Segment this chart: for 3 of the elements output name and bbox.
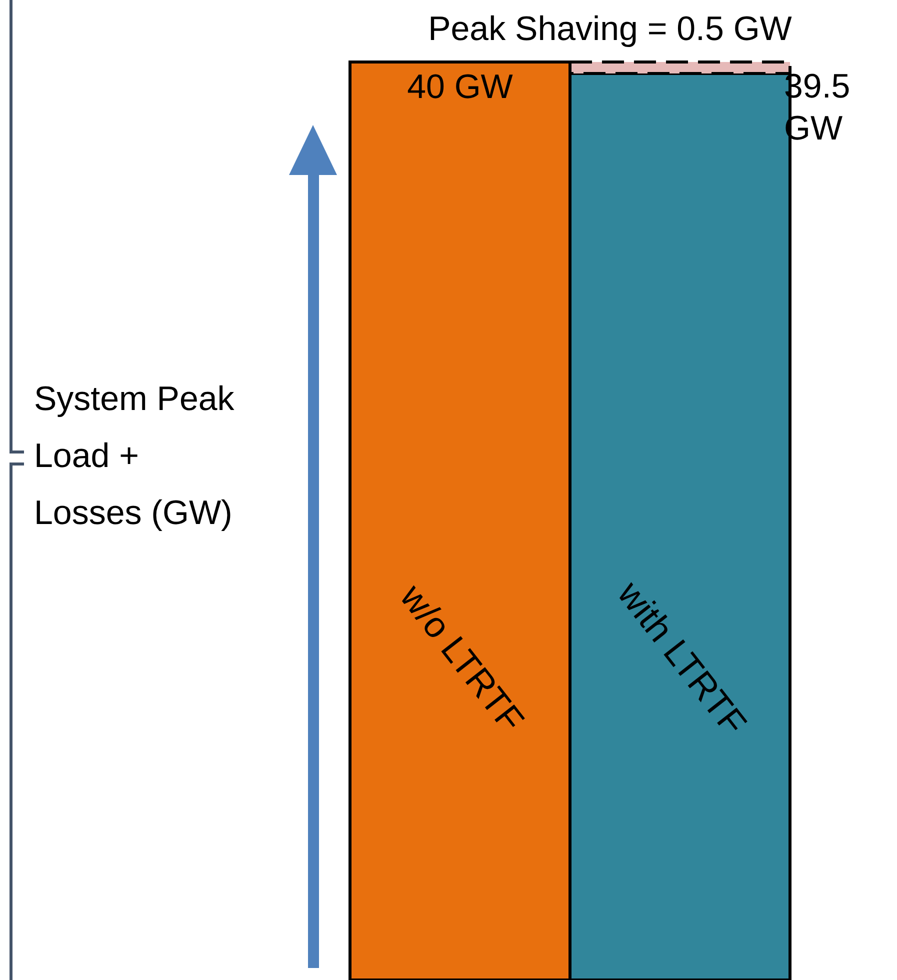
- data-label: Peak Shaving = 0.5 GW: [428, 10, 792, 48]
- y-axis-title: System Peak Load + Losses (GW): [34, 380, 236, 532]
- data-label: 40 GW: [407, 68, 513, 106]
